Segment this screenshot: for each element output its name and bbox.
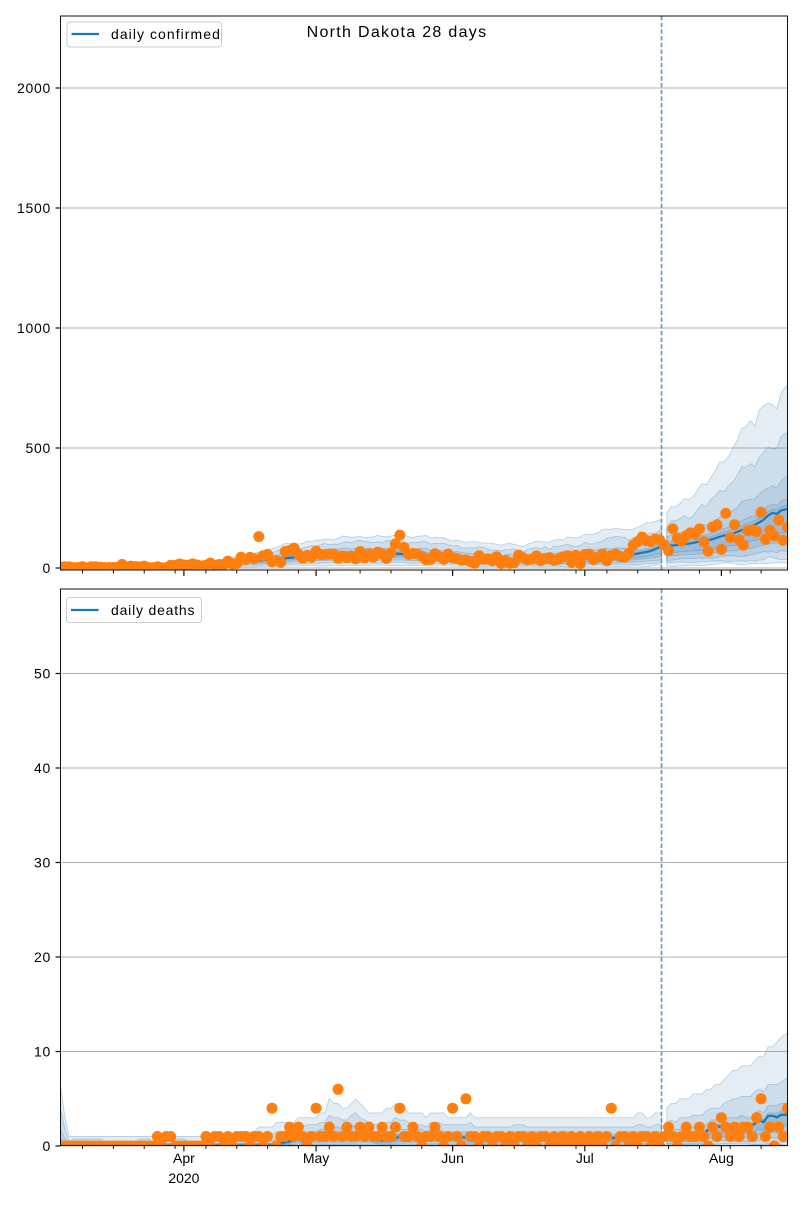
svg-text:30: 30 <box>34 855 51 871</box>
svg-text:Apr: Apr <box>173 1150 195 1166</box>
svg-text:40: 40 <box>34 760 51 776</box>
svg-text:2020: 2020 <box>168 1170 199 1186</box>
svg-text:2000: 2000 <box>17 80 51 96</box>
svg-text:Aug: Aug <box>709 1150 734 1166</box>
svg-text:20: 20 <box>34 949 51 965</box>
svg-text:0: 0 <box>43 1138 52 1154</box>
svg-text:Jun: Jun <box>441 1150 464 1166</box>
svg-text:500: 500 <box>26 440 51 456</box>
svg-text:1000: 1000 <box>17 320 51 336</box>
svg-text:50: 50 <box>34 666 51 682</box>
svg-text:May: May <box>303 1150 329 1166</box>
svg-text:0: 0 <box>43 560 52 576</box>
svg-text:daily deaths: daily deaths <box>111 602 195 618</box>
svg-text:10: 10 <box>34 1044 51 1060</box>
svg-text:Jul: Jul <box>576 1150 594 1166</box>
svg-text:1500: 1500 <box>17 200 51 216</box>
svg-text:North Dakota 28 days: North Dakota 28 days <box>307 24 488 41</box>
svg-text:daily confirmed: daily confirmed <box>111 26 221 42</box>
